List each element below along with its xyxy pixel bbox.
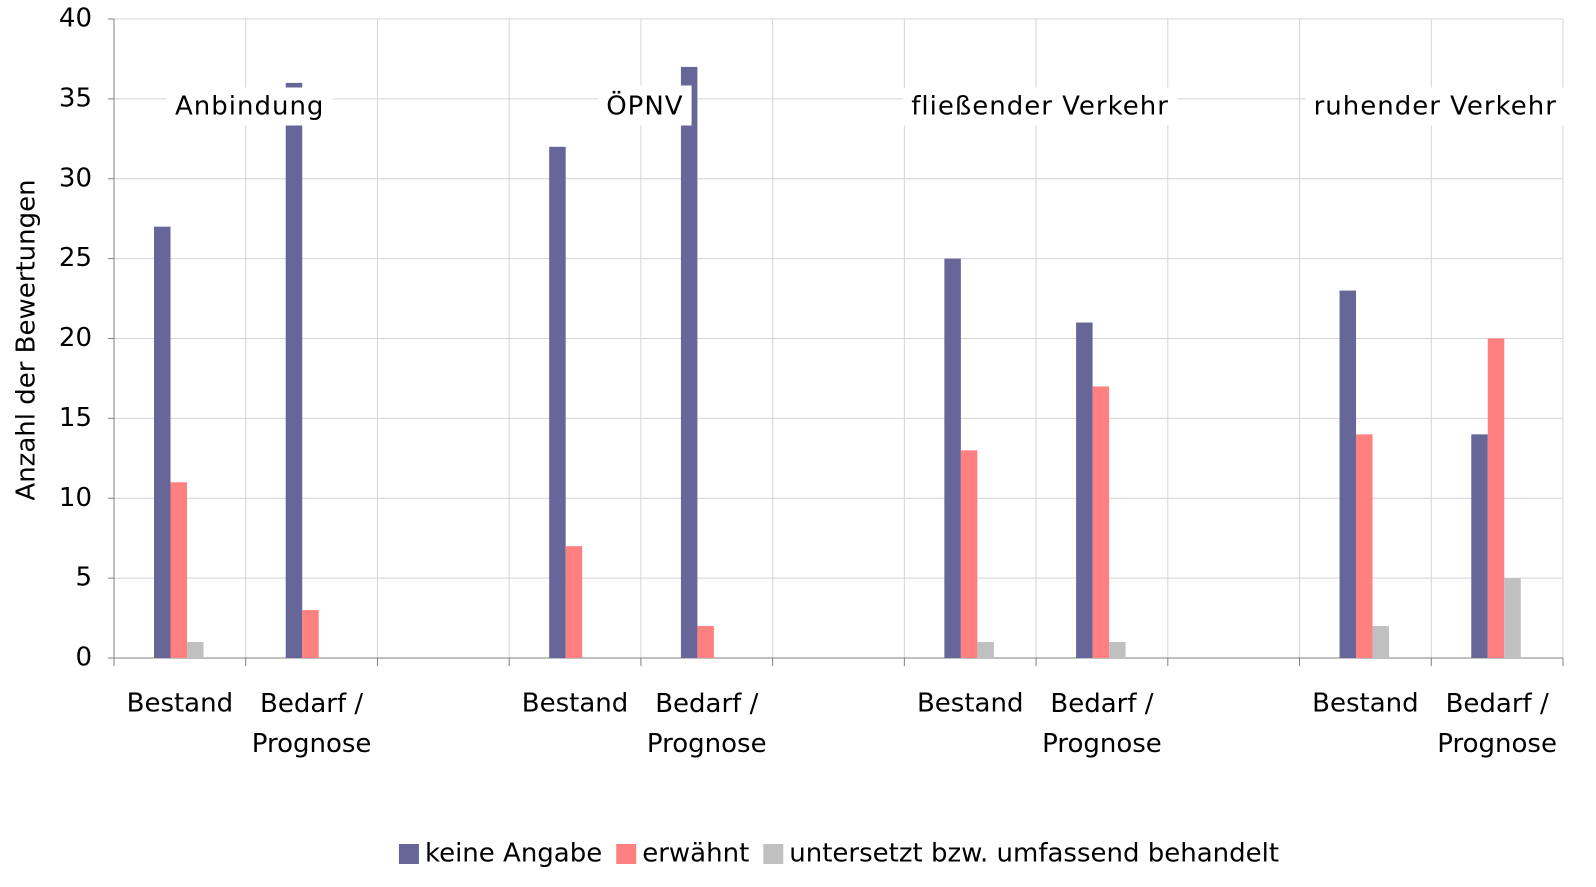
- group-label-bg: [903, 87, 1177, 126]
- group-label: ÖPNV: [606, 90, 683, 122]
- bar: [1339, 290, 1357, 658]
- bar: [977, 642, 994, 658]
- bar: [1092, 386, 1110, 658]
- x-tick-label: Bedarf / Prognose: [252, 689, 372, 759]
- bar: [1487, 338, 1505, 658]
- legend-swatch: [763, 844, 784, 864]
- x-tick-label: Bestand: [917, 689, 1024, 719]
- legend-label: keine Angabe: [425, 839, 602, 869]
- bar: [1504, 578, 1521, 658]
- bar: [187, 642, 204, 658]
- bar: [960, 450, 978, 658]
- group-label: Anbindung: [175, 92, 324, 122]
- legend-swatch: [398, 844, 419, 864]
- y-tick-label: 0: [75, 643, 92, 673]
- x-tick-label: Bedarf / Prognose: [647, 689, 767, 759]
- y-axis-label: Anzahl der Bewertungen: [12, 179, 42, 500]
- bar: [302, 610, 319, 658]
- bar: [1076, 322, 1093, 658]
- y-tick-label: 30: [59, 163, 92, 193]
- bar: [1356, 434, 1373, 658]
- group-label-bg: [167, 87, 333, 126]
- group-label: fließender Verkehr: [911, 92, 1169, 122]
- bar: [1372, 626, 1390, 658]
- x-tick-label: Bedarf / Prognose: [1042, 689, 1162, 759]
- bar: [285, 82, 303, 658]
- group-label: ruhender Verkehr: [1314, 92, 1557, 122]
- bar: [170, 482, 187, 658]
- bar: [697, 626, 714, 658]
- y-tick-label: 40: [59, 4, 92, 34]
- x-tick-label: Bestand: [522, 689, 629, 719]
- group-label-bg: [598, 85, 692, 126]
- group-label-bg: [1305, 87, 1565, 126]
- x-tick-label: Bedarf / Prognose: [1437, 689, 1557, 759]
- x-tick-label: Bestand: [1312, 689, 1419, 719]
- bar: [1109, 642, 1126, 658]
- y-tick-label: 20: [59, 323, 92, 353]
- y-tick-label: 25: [59, 243, 92, 273]
- y-tick-label: 5: [75, 563, 92, 593]
- legend-swatch: [616, 844, 637, 864]
- bar: [944, 258, 961, 658]
- bar: [565, 546, 583, 658]
- y-tick-label: 10: [59, 483, 92, 513]
- legend-label: untersetzt bzw. umfassend behandelt: [789, 839, 1279, 869]
- x-tick-label: Bestand: [127, 689, 234, 719]
- bar: [680, 66, 698, 659]
- y-tick-label: 15: [59, 403, 92, 433]
- bar: [154, 226, 171, 659]
- bar: [1471, 434, 1488, 658]
- y-tick-label: 35: [59, 83, 92, 113]
- bar: [549, 146, 566, 659]
- legend-label: erwähnt: [642, 839, 749, 869]
